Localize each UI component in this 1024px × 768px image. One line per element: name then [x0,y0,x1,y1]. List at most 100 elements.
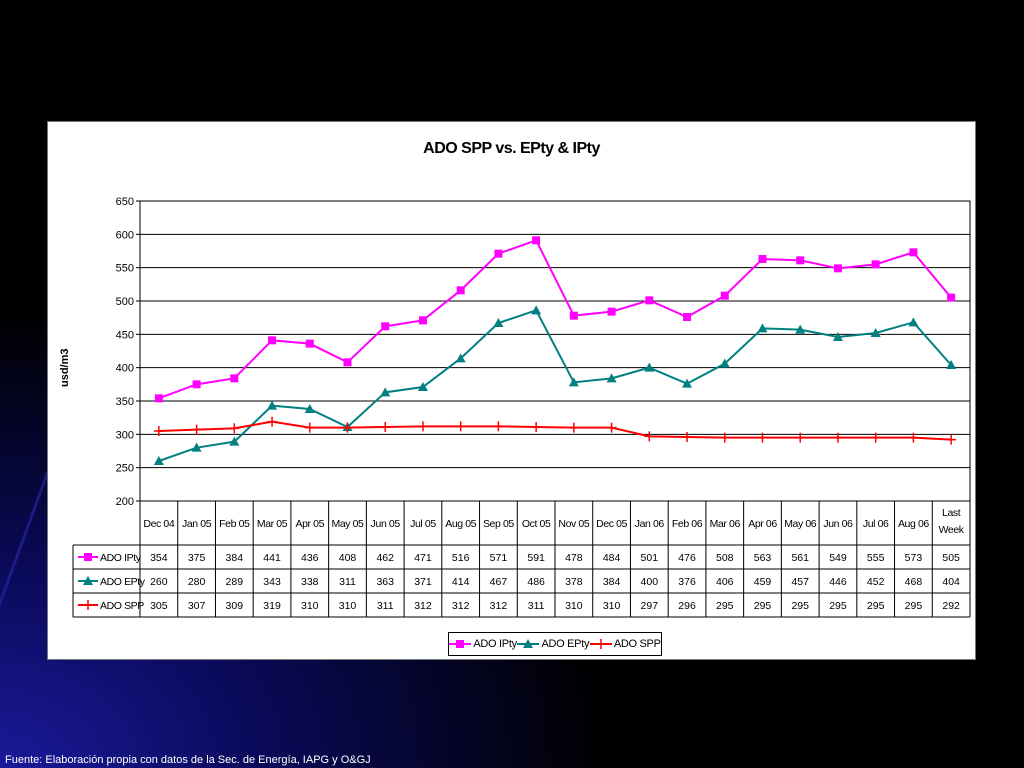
series-line [158,309,952,462]
table-cell: 457 [791,576,809,588]
data-point [569,311,578,320]
table-cell: 363 [376,576,394,588]
data-point [230,374,239,383]
data-point [153,456,164,465]
table-cell: 310 [565,600,583,612]
data-point [833,264,842,273]
table-cell: 376 [678,576,696,588]
row-label: ADO SPP [100,600,144,612]
table-cell: 446 [829,576,847,588]
data-point [418,316,427,325]
table-cell: 573 [905,552,923,564]
table-cell: 471 [414,552,432,564]
x-tick-label: Apr 06 [748,518,777,530]
table-cell: 292 [942,600,960,612]
table-cell: 508 [716,552,734,564]
data-point [493,318,504,327]
row-key-marker [83,576,93,585]
table-cell: 354 [150,552,168,564]
data-point [305,339,314,348]
data-point [947,293,956,302]
table-cell: 319 [263,600,281,612]
data-point [606,373,617,383]
x-tick-label: Mar 05 [257,518,288,530]
table-cell: 476 [678,552,696,564]
table-cell: 414 [452,576,470,588]
legend-item-ipty: ADO IPty [449,638,517,650]
data-point [568,377,579,387]
table-cell: 501 [641,552,659,564]
x-tick-label: Jun 05 [371,518,401,530]
legend-label-epty: ADO EPty [541,638,590,650]
series-line [158,420,952,441]
data-point [192,380,201,389]
table-cell: 484 [603,552,621,564]
table-cell: 459 [754,576,772,588]
x-tick-label: Jul 05 [410,518,436,530]
x-tick-label: Apr 05 [295,518,324,530]
table-cell: 406 [716,576,734,588]
x-tick-label: Last [942,507,961,519]
table-cell: 462 [376,552,394,564]
y-tick-label: 350 [116,396,134,408]
row-key-marker [84,553,92,561]
series-line [158,239,952,400]
data-point [494,249,503,258]
data-point [870,328,881,337]
table-cell: 571 [490,552,508,564]
table-cell: 505 [942,552,960,564]
table-cell: 516 [452,552,470,564]
data-point [154,394,163,403]
table-cell: 311 [339,576,356,588]
legend: ADO IPty ADO EPty ADO SPP [448,632,662,656]
table-cell: 295 [791,600,809,612]
data-point [343,358,352,367]
legend-label-ipty: ADO IPty [473,638,517,650]
table-cell: 384 [226,552,244,564]
x-tick-label: Sep 05 [483,518,514,530]
data-point [871,260,880,269]
data-point [268,336,277,345]
y-tick-label: 300 [116,429,134,441]
legend-item-spp: ADO SPP [589,638,661,650]
y-tick-label: 500 [116,296,134,308]
x-tick-label: Feb 06 [672,518,703,530]
table-cell: 468 [905,576,923,588]
table-cell: 312 [414,600,432,612]
y-tick-label: 200 [116,496,134,508]
table-cell: 295 [867,600,885,612]
table-cell: 295 [716,600,734,612]
plot-area [139,200,971,502]
x-tick-label: Jan 05 [182,518,212,530]
data-point [719,358,730,368]
row-label: ADO EPty [100,576,146,588]
y-tick-label: 600 [116,229,134,241]
table-cell: 555 [867,552,885,564]
data-point [758,255,767,263]
data-point [946,360,957,369]
data-point [607,307,616,316]
table-cell: 312 [490,600,508,612]
table-cell: 296 [678,600,696,612]
table-cell: 343 [263,576,281,588]
table-cell: 591 [527,552,545,564]
table-cell: 311 [377,600,394,612]
data-point [908,317,919,327]
data-point [381,322,390,331]
table-cell: 295 [829,600,847,612]
table-cell: 280 [188,576,206,588]
table-cell: 305 [150,600,168,612]
data-point [645,296,654,305]
table-cell: 404 [942,576,960,588]
y-tick-label: 400 [116,363,134,375]
table-cell: 467 [490,576,508,588]
data-point [380,387,391,397]
row-label: ADO IPty [100,552,142,564]
table-cell: 295 [754,600,772,612]
x-tick-label: Dec 05 [596,518,627,530]
data-point [417,382,428,391]
table-cell: 309 [226,600,244,612]
data-point [796,256,805,265]
x-tick-label: Aug 05 [445,518,476,530]
x-tick-label: Oct 05 [522,518,551,530]
